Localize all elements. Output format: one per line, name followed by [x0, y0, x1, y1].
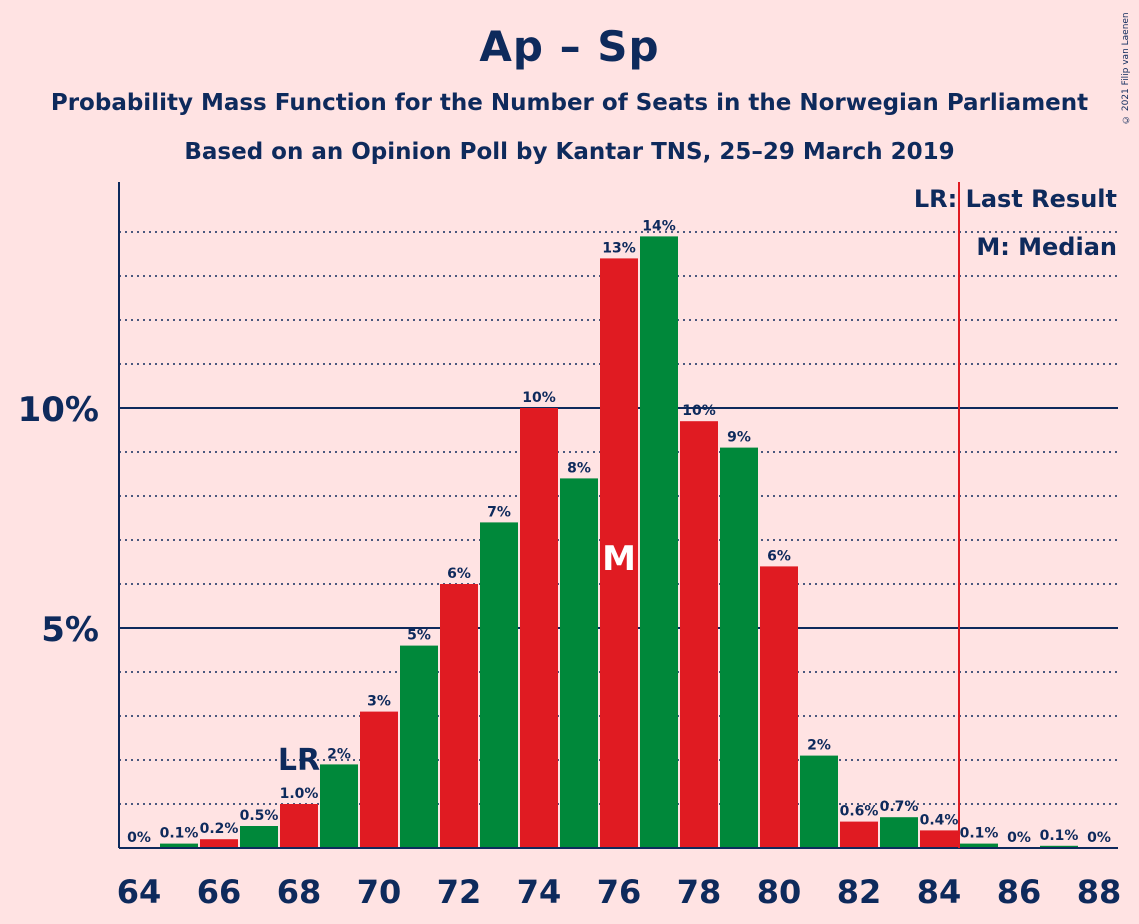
bar-seat-68	[280, 804, 318, 848]
bar-seat-72	[440, 584, 478, 848]
data-label-seat-69: 2%	[327, 746, 351, 762]
x-tick-label: 72	[437, 873, 482, 911]
bar-seat-81	[800, 755, 838, 848]
data-label-seat-76: 13%	[602, 240, 636, 256]
data-label-seat-64: 0%	[127, 830, 151, 846]
bar-seat-71	[400, 645, 438, 848]
data-label-seat-74: 10%	[522, 390, 556, 406]
data-label-seat-65: 0.1%	[160, 826, 199, 842]
data-label-seat-81: 2%	[807, 738, 831, 754]
data-label-seat-72: 6%	[447, 566, 471, 582]
x-tick-label: 78	[677, 873, 722, 911]
data-label-seat-84: 0.4%	[920, 812, 959, 828]
chart-subtitle: Probability Mass Function for the Number…	[50, 90, 1089, 116]
x-tick-label: 68	[277, 873, 322, 911]
data-label-seat-87: 0.1%	[1040, 828, 1079, 844]
y-tick-label: 10%	[18, 390, 99, 430]
x-tick-label: 80	[757, 873, 802, 911]
bar-seat-84	[920, 830, 958, 848]
bar-seat-80	[760, 566, 798, 848]
bar-seat-67	[240, 826, 278, 848]
data-label-seat-77: 14%	[642, 218, 676, 234]
data-label-seat-86: 0%	[1007, 830, 1031, 846]
bar-seat-82	[840, 821, 878, 848]
data-label-seat-71: 5%	[407, 628, 431, 644]
data-label-seat-82: 0.6%	[840, 804, 879, 820]
bar-seat-75	[560, 478, 598, 848]
data-label-seat-78: 10%	[682, 403, 716, 419]
median-marker: M	[602, 539, 636, 579]
bar-seat-83	[880, 817, 918, 848]
x-tick-label: 64	[117, 873, 162, 911]
x-tick-label: 86	[997, 873, 1042, 911]
chart-subtitle-2: Based on an Opinion Poll by Kantar TNS, …	[184, 139, 955, 165]
bar-seat-76	[600, 258, 638, 848]
x-tick-label: 82	[837, 873, 882, 911]
bar-seat-65	[160, 843, 198, 848]
bar-seat-79	[720, 447, 758, 848]
x-tick-label: 76	[597, 873, 642, 911]
data-label-seat-79: 9%	[727, 430, 751, 446]
bar-seat-77	[640, 236, 678, 848]
x-tick-label: 88	[1077, 873, 1122, 911]
data-label-seat-68: 1.0%	[280, 786, 319, 802]
x-tick-label: 74	[517, 873, 562, 911]
x-tick-label: 66	[197, 873, 242, 911]
chart-title: Ap – Sp	[479, 22, 660, 71]
bar-seat-66	[200, 839, 238, 848]
bar-seat-85	[960, 843, 998, 848]
data-label-seat-75: 8%	[567, 460, 591, 476]
last-result-marker: LR	[278, 743, 320, 778]
bar-seat-70	[360, 711, 398, 848]
data-label-seat-83: 0.7%	[880, 799, 919, 815]
data-label-seat-85: 0.1%	[960, 826, 999, 842]
bar-seat-74	[520, 408, 558, 848]
bar-seat-69	[320, 764, 358, 848]
bar-seat-78	[680, 421, 718, 848]
data-label-seat-70: 3%	[367, 694, 391, 710]
y-tick-label: 5%	[41, 610, 99, 650]
bar-seat-73	[480, 522, 518, 848]
x-tick-label: 70	[357, 873, 402, 911]
data-label-seat-88: 0%	[1087, 830, 1111, 846]
data-label-seat-73: 7%	[487, 504, 511, 520]
legend-last-result: LR: Last Result	[913, 185, 1117, 213]
data-label-seat-66: 0.2%	[200, 821, 239, 837]
legend-median: M: Median	[976, 233, 1117, 261]
bar-seat-87	[1040, 845, 1078, 848]
data-label-seat-80: 6%	[767, 548, 791, 564]
data-label-seat-67: 0.5%	[240, 808, 279, 824]
x-tick-label: 84	[917, 873, 962, 911]
